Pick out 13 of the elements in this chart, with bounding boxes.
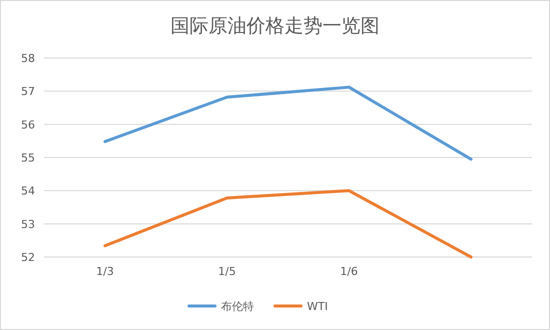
x-tick-label: 1/6 bbox=[340, 265, 358, 278]
y-tick-label: 56 bbox=[21, 118, 35, 132]
chart-title: 国际原油价格走势一览图 bbox=[170, 15, 380, 37]
y-tick-label: 57 bbox=[21, 85, 35, 98]
x-tick-label: 1/3 bbox=[96, 265, 114, 278]
y-tick-label: 53 bbox=[21, 218, 35, 231]
y-tick-label: 52 bbox=[21, 251, 35, 264]
y-tick-label: 58 bbox=[21, 52, 35, 65]
y-tick-label: 54 bbox=[21, 184, 35, 198]
y-tick-label: 55 bbox=[21, 152, 35, 164]
legend-label: WTI bbox=[307, 300, 328, 313]
x-tick-label: 1/5 bbox=[218, 265, 236, 278]
legend-label: 布伦特 bbox=[221, 300, 254, 313]
